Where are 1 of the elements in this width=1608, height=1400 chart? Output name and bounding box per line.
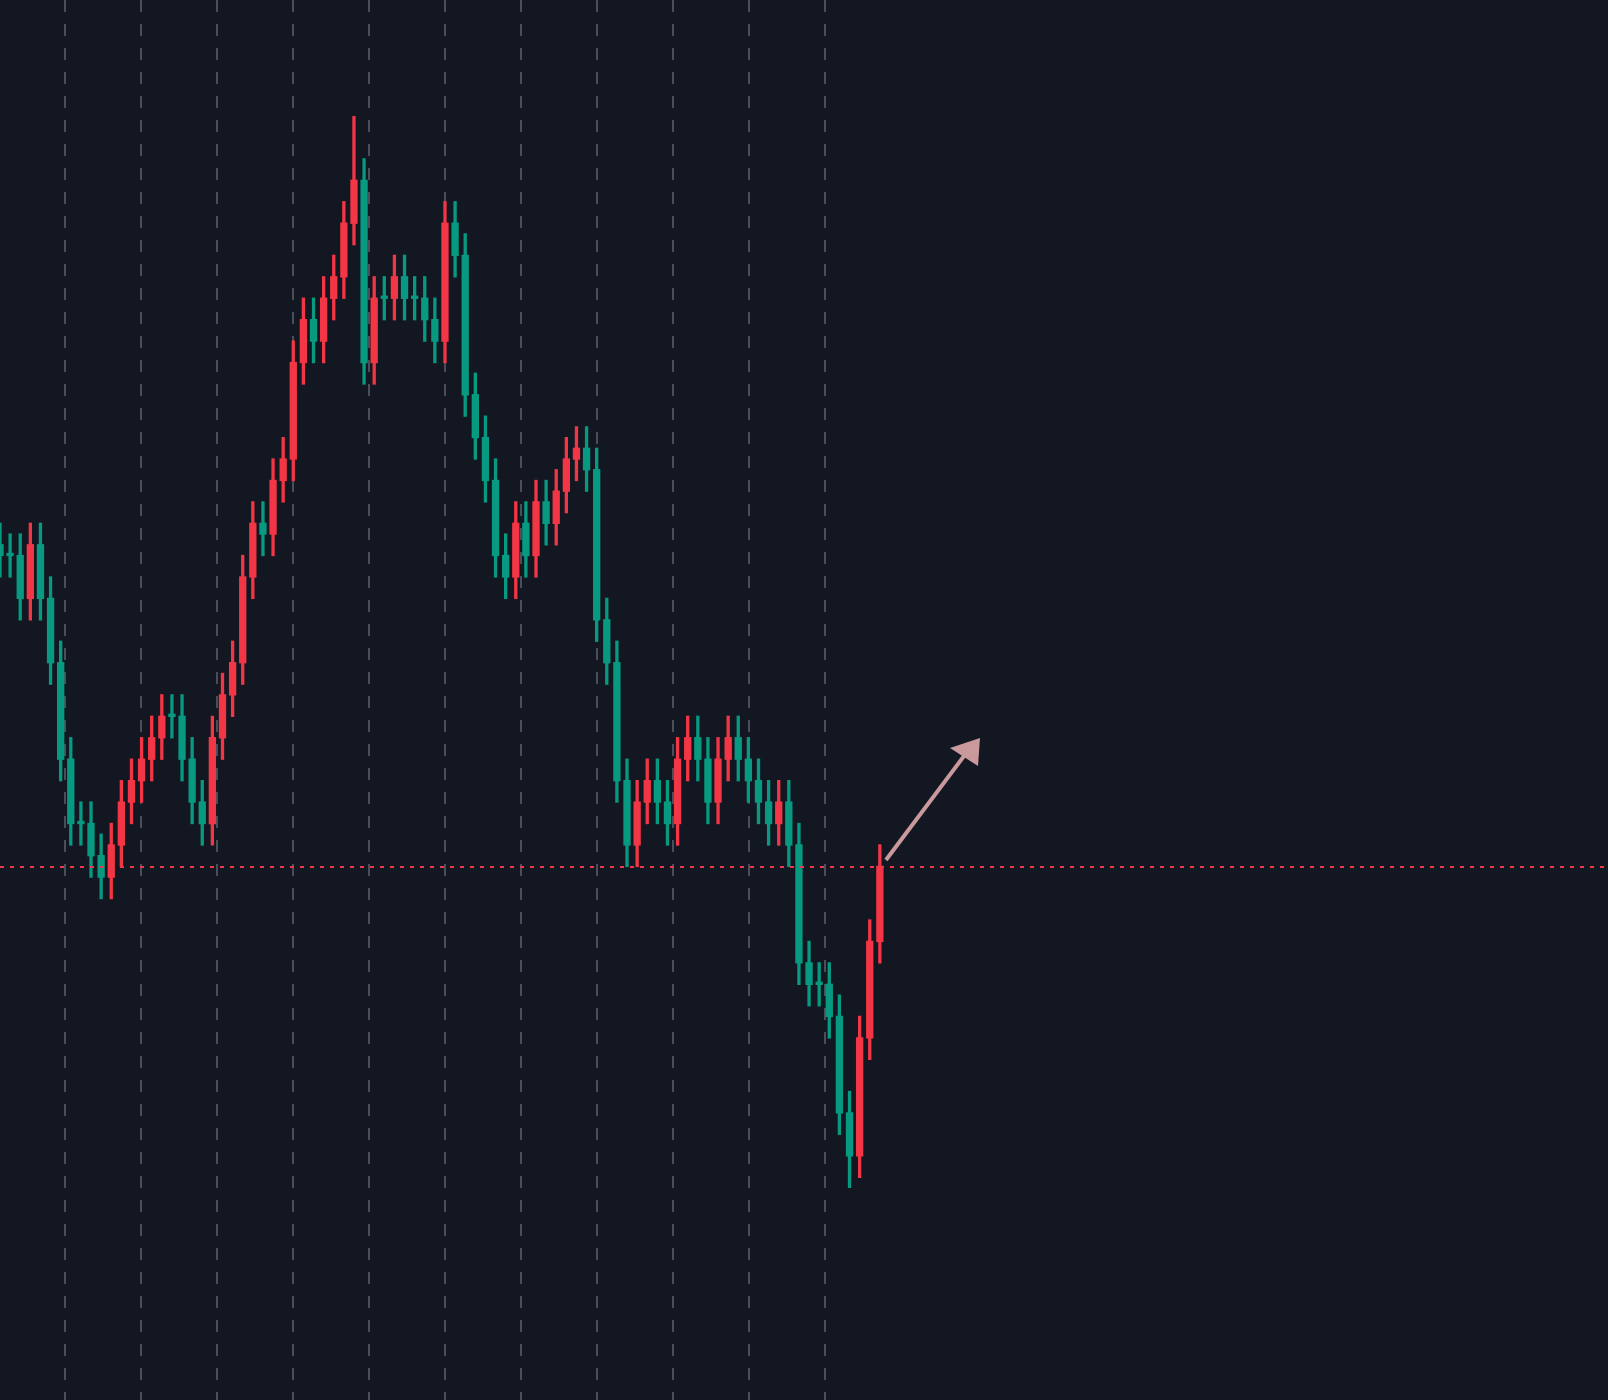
candlestick <box>259 501 267 557</box>
